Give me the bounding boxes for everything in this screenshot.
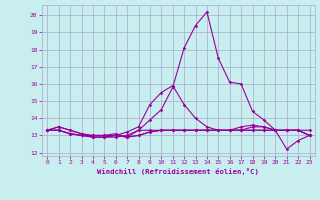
X-axis label: Windchill (Refroidissement éolien,°C): Windchill (Refroidissement éolien,°C) xyxy=(98,168,259,175)
